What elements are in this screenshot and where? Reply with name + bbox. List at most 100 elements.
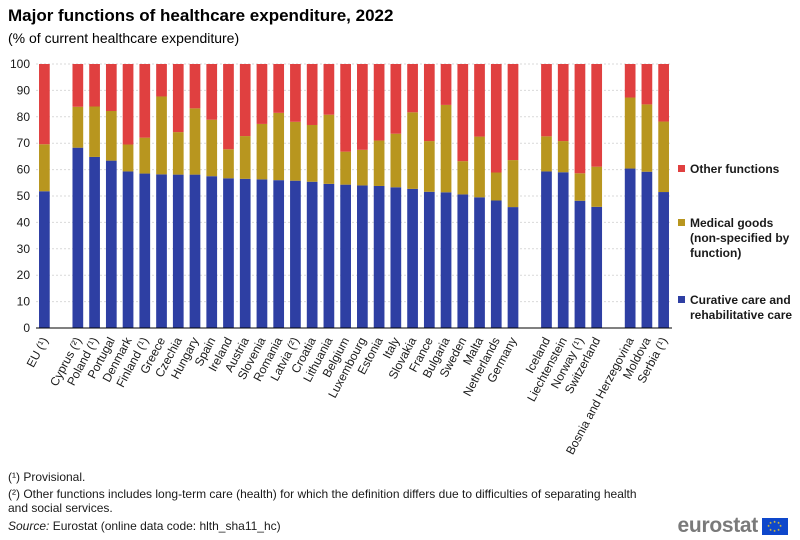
bar-segment-curative xyxy=(423,191,435,328)
bar-segment-curative xyxy=(574,200,586,328)
bar-segment-medical xyxy=(641,104,653,172)
legend-label-medical: function) xyxy=(690,246,741,260)
bar-segment-other xyxy=(105,64,117,111)
bar-segment-curative xyxy=(357,185,368,328)
source-text: Eurostat (online data code: hlth_sha11_h… xyxy=(49,519,281,533)
bar-segment-curative xyxy=(591,206,603,328)
legend-label-curative: rehabilitative care xyxy=(690,308,792,322)
bar-segment-curative xyxy=(39,191,50,328)
bar-segment-curative xyxy=(490,200,502,328)
eurostat-logo[interactable]: eurostat ★ ★ ★ ★ ★ ★ ★ ★ xyxy=(678,514,788,538)
y-tick-label: 10 xyxy=(17,295,31,309)
bar-segment-medical xyxy=(223,149,234,179)
bar-segment-medical xyxy=(591,166,603,207)
bar-segment-medical xyxy=(206,119,218,177)
bar-segment-medical xyxy=(172,132,184,175)
legend-label-medical: (non-specified by xyxy=(690,231,790,245)
bar-segment-curative xyxy=(457,194,469,328)
bar-segment-curative xyxy=(206,176,218,328)
bar-segment-medical xyxy=(290,121,301,181)
bar-segment-medical xyxy=(239,136,251,179)
bar-segment-other xyxy=(373,64,385,141)
bar-segment-medical xyxy=(357,149,368,186)
bar-segment-other xyxy=(658,64,669,122)
bar-segment-medical xyxy=(407,112,418,189)
bar-segment-medical xyxy=(423,141,435,192)
bar-segment-medical xyxy=(105,110,117,161)
bar-segment-other xyxy=(239,64,251,137)
bar-segment-medical xyxy=(340,151,351,185)
bar-segment-other xyxy=(440,64,452,105)
bar-segment-other xyxy=(172,64,184,133)
bar-segment-other xyxy=(306,64,318,125)
y-tick-label: 0 xyxy=(23,321,30,335)
bar-segment-curative xyxy=(256,179,268,328)
legend-swatch-curative xyxy=(678,296,685,303)
bar-segment-other xyxy=(72,64,84,107)
bar-segment-medical xyxy=(474,136,485,198)
bar-segment-medical xyxy=(624,97,636,169)
bar-segment-medical xyxy=(39,144,50,192)
bar-segment-other xyxy=(340,64,351,152)
bar-segment-medical xyxy=(557,141,569,173)
bar-segment-other xyxy=(390,64,402,134)
y-tick-label: 80 xyxy=(17,110,31,124)
bar-segment-curative xyxy=(390,187,402,328)
bar-segment-curative xyxy=(407,188,418,328)
bar-segment-other xyxy=(641,64,653,105)
bar-segment-other xyxy=(273,64,285,113)
bar-segment-medical xyxy=(658,121,669,193)
source-label: Source: xyxy=(8,519,50,533)
bar-segment-curative xyxy=(290,180,301,328)
bar-segment-other xyxy=(189,64,201,109)
bar-segment-other xyxy=(507,64,519,161)
bar-segment-curative xyxy=(156,174,167,328)
y-tick-label: 90 xyxy=(17,83,31,97)
bar-segment-other xyxy=(457,64,469,162)
bar-segment-medical xyxy=(323,114,335,184)
bar-segment-other xyxy=(474,64,485,137)
y-tick-label: 20 xyxy=(17,268,31,282)
y-tick-label: 100 xyxy=(10,57,30,71)
bar-segment-medical xyxy=(139,137,151,174)
bar-segment-curative xyxy=(440,192,452,328)
bar-segment-other xyxy=(139,64,151,138)
footnote-provisional: (¹) Provisional. xyxy=(8,470,86,484)
bar-segment-medical xyxy=(273,112,285,181)
chart-title: Major functions of healthcare expenditur… xyxy=(8,6,394,25)
y-tick-label: 30 xyxy=(17,242,31,256)
bar-segment-curative xyxy=(89,156,100,328)
bar-segment-medical xyxy=(156,96,167,175)
bar-segment-curative xyxy=(72,147,84,328)
bar-segment-other xyxy=(557,64,569,142)
bar-segment-other xyxy=(490,64,502,173)
bar-segment-medical xyxy=(72,106,84,148)
bar-segment-other xyxy=(423,64,435,142)
eurostat-logo-text: eurostat xyxy=(677,514,759,537)
bar-segment-medical xyxy=(574,173,586,201)
footnote-other-functions: (²) Other functions includes long-term c… xyxy=(8,487,637,515)
bar-segment-curative xyxy=(223,178,234,328)
bar-segment-medical xyxy=(122,144,134,172)
bar-segment-curative xyxy=(273,180,285,328)
bar-segment-curative xyxy=(624,168,636,328)
bar-segment-other xyxy=(223,64,234,150)
bar-segment-curative xyxy=(239,178,251,328)
bar-segment-curative xyxy=(373,185,385,328)
bar-segment-curative xyxy=(641,171,653,328)
bar-segment-medical xyxy=(507,160,519,208)
bar-segment-curative xyxy=(557,172,569,328)
bar-segment-curative xyxy=(340,184,351,328)
bar-segment-other xyxy=(574,64,586,174)
bar-segment-curative xyxy=(323,183,335,328)
bar-segment-other xyxy=(323,64,335,115)
chart-subtitle: (% of current healthcare expenditure) xyxy=(8,30,240,46)
x-tick-label: EU (¹) xyxy=(24,335,51,370)
legend-label-other: Other functions xyxy=(690,162,780,176)
legend-swatch-medical xyxy=(678,219,685,226)
bar-segment-medical xyxy=(189,108,201,175)
bar-segment-other xyxy=(206,64,218,120)
bar-segment-medical xyxy=(541,136,552,172)
bar-segment-medical xyxy=(457,161,469,195)
bar-segment-medical xyxy=(89,106,100,157)
